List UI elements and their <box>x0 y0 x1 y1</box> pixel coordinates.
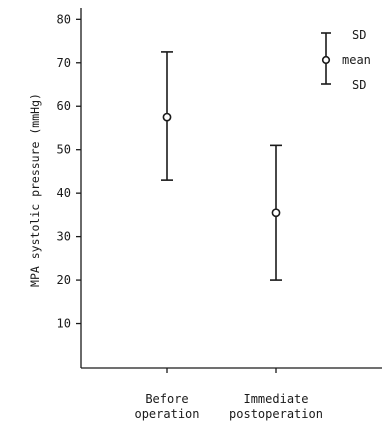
y-tick-label-10: 10 <box>57 317 71 331</box>
mean-point-1 <box>162 112 172 122</box>
legend-lower-label: SD <box>352 78 366 92</box>
y-tick-label-30: 30 <box>57 230 71 244</box>
legend-mean-label: mean <box>342 53 371 67</box>
x-ticks <box>166 368 277 373</box>
y-tick-label-80: 80 <box>57 12 71 26</box>
y-tick-label-50: 50 <box>57 143 71 157</box>
y-tick-label-40: 40 <box>57 186 71 200</box>
y-ticks: 10 20 30 40 50 60 70 80 <box>57 12 81 331</box>
y-tick-label-60: 60 <box>57 99 71 113</box>
mean-point-2 <box>271 208 281 218</box>
error-bars <box>161 51 282 281</box>
y-tick-label-70: 70 <box>57 56 71 70</box>
legend-upper-label: SD <box>352 28 366 42</box>
y-axis-label: MPA systolic pressure (mmHg) <box>28 93 42 287</box>
legend: SD mean SD <box>321 28 371 92</box>
category-label-1: Before operation <box>134 392 199 421</box>
y-tick-label-20: 20 <box>57 273 71 287</box>
category-labels: Before operation Immediate postoperation <box>134 392 322 421</box>
category-label-2: Immediate postoperation <box>229 392 323 421</box>
legend-mean-marker <box>321 55 331 65</box>
